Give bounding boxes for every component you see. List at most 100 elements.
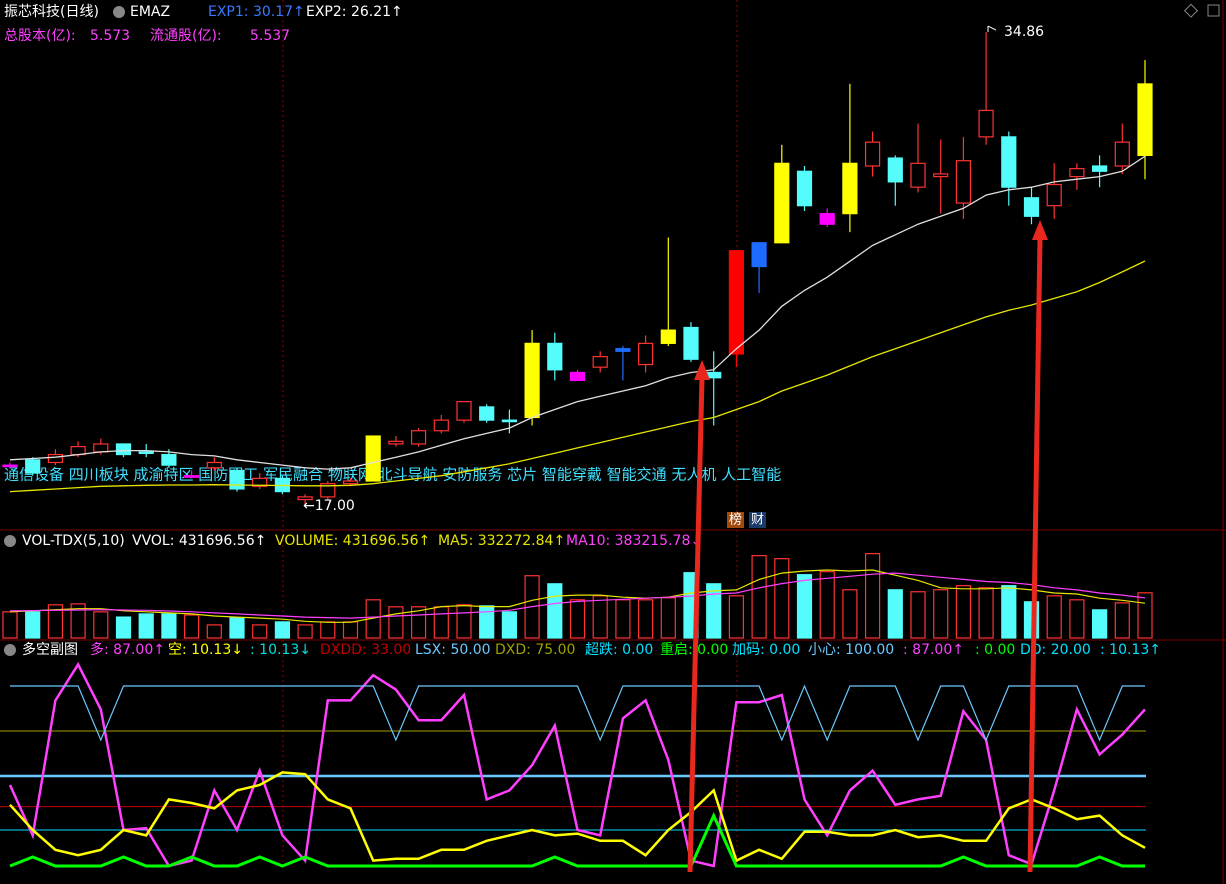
arrow-shaft	[1027, 237, 1043, 873]
volume-bar	[1069, 599, 1085, 639]
volume-bar	[2, 611, 18, 639]
volume-bar	[660, 597, 676, 639]
candle-body	[524, 342, 540, 419]
volume-bar	[25, 611, 41, 639]
info-label: 总股本(亿):	[4, 28, 76, 44]
candle-body	[229, 469, 245, 490]
candle-body	[728, 250, 745, 355]
volume-bar	[388, 606, 404, 639]
volume-bar	[70, 603, 86, 639]
volume-bar	[819, 571, 835, 639]
legend-item: DD: 20.00	[1020, 642, 1091, 658]
legend-item: : 10.13↓	[250, 642, 311, 658]
candle-body	[433, 419, 449, 432]
legend-item: DXD: 75.00	[495, 642, 575, 658]
volume-bar	[501, 611, 517, 639]
candle-body	[2, 464, 18, 468]
legend-item: VVOL: 431696.56↑	[132, 533, 266, 549]
volume-bar	[1001, 585, 1017, 639]
volume-bar	[456, 604, 472, 639]
candle-body	[25, 459, 41, 474]
badge[interactable]: 榜	[729, 512, 742, 528]
candle-body	[138, 451, 154, 455]
volume-bar	[1114, 602, 1130, 639]
menu-icon[interactable]	[113, 6, 125, 18]
indicator-line	[8, 661, 1146, 868]
candle-body	[184, 475, 200, 478]
candle-body	[864, 141, 881, 167]
legend-item: MA10: 383215.78↓	[566, 533, 702, 549]
candle-body	[1091, 165, 1108, 172]
volume-bar	[479, 605, 495, 639]
legend-item: DXDD: 33.00	[320, 642, 411, 658]
info-value: 5.573	[90, 28, 130, 44]
candle-body	[955, 160, 972, 204]
volume-bar	[252, 624, 268, 639]
candle-body	[842, 162, 858, 215]
candle-body	[342, 480, 359, 485]
volume-bar	[184, 614, 200, 639]
volume-bar	[637, 599, 654, 639]
candle-body	[456, 401, 472, 421]
candle-body	[615, 348, 631, 352]
candle-body	[1046, 183, 1062, 207]
info-value: 5.537	[250, 28, 290, 44]
layout-icon[interactable]	[1183, 3, 1199, 18]
volume-bar	[115, 616, 132, 639]
volume-bar	[569, 599, 586, 639]
volume-bar	[161, 613, 177, 639]
legend-item: : 0.00	[975, 642, 1015, 658]
candle-body	[1114, 141, 1130, 167]
badge-box[interactable]	[727, 512, 744, 528]
candle-body	[887, 157, 903, 183]
candle-body	[1137, 83, 1153, 156]
badge[interactable]: 财	[751, 513, 764, 528]
window-icon[interactable]	[1207, 4, 1220, 17]
candle-body	[592, 355, 608, 368]
menu-icon[interactable]	[4, 644, 16, 656]
candle-body	[479, 406, 495, 421]
menu-icon[interactable]	[4, 535, 16, 547]
volume-bar	[796, 574, 813, 639]
volume-bar	[229, 617, 245, 639]
legend-item: 小心: 100.00	[808, 642, 894, 658]
candle-body	[910, 162, 926, 188]
volume-bar	[1091, 609, 1108, 639]
volume-bar	[615, 599, 631, 639]
legend-item: MA5: 332272.84↑	[438, 533, 565, 549]
legend-item: EXP1: 30.17↑	[208, 4, 305, 20]
candle-body	[501, 419, 517, 423]
legend-item: 加码: 0.00	[732, 642, 800, 658]
volume-bar	[706, 583, 722, 639]
volume-bar	[342, 621, 359, 639]
candle-body	[161, 453, 177, 466]
candle-body	[683, 326, 699, 360]
candle-body	[411, 430, 427, 445]
candle-body	[706, 371, 722, 379]
stock-title: 振芯科技(日线)	[4, 4, 99, 20]
candle-body	[320, 483, 336, 498]
candle-body	[774, 162, 790, 244]
volume-bar	[297, 624, 313, 639]
arrow-shaft	[687, 377, 705, 873]
legend-item: EXP2: 26.21↑	[306, 4, 403, 20]
candle-body	[1069, 168, 1085, 178]
volume-bar	[138, 613, 154, 639]
ema-line	[9, 260, 1146, 493]
info-label: 流通股(亿):	[150, 28, 222, 44]
candle-body	[933, 173, 949, 178]
volume-bar	[320, 621, 336, 639]
volume-bar	[547, 583, 563, 639]
volume-bar	[433, 606, 449, 639]
volume-bar	[274, 621, 290, 639]
candle-body	[297, 496, 313, 501]
tags: 通信设备 四川板块 成渝特区 国防军工 军民融合 物联网 北斗导航 安防服务 芯…	[4, 466, 781, 484]
legend-item: 超跌: 0.00	[585, 642, 653, 658]
candle-body	[547, 342, 563, 371]
candle-body	[206, 461, 222, 469]
volume-bar	[955, 585, 972, 639]
badge-box[interactable]	[749, 512, 766, 528]
